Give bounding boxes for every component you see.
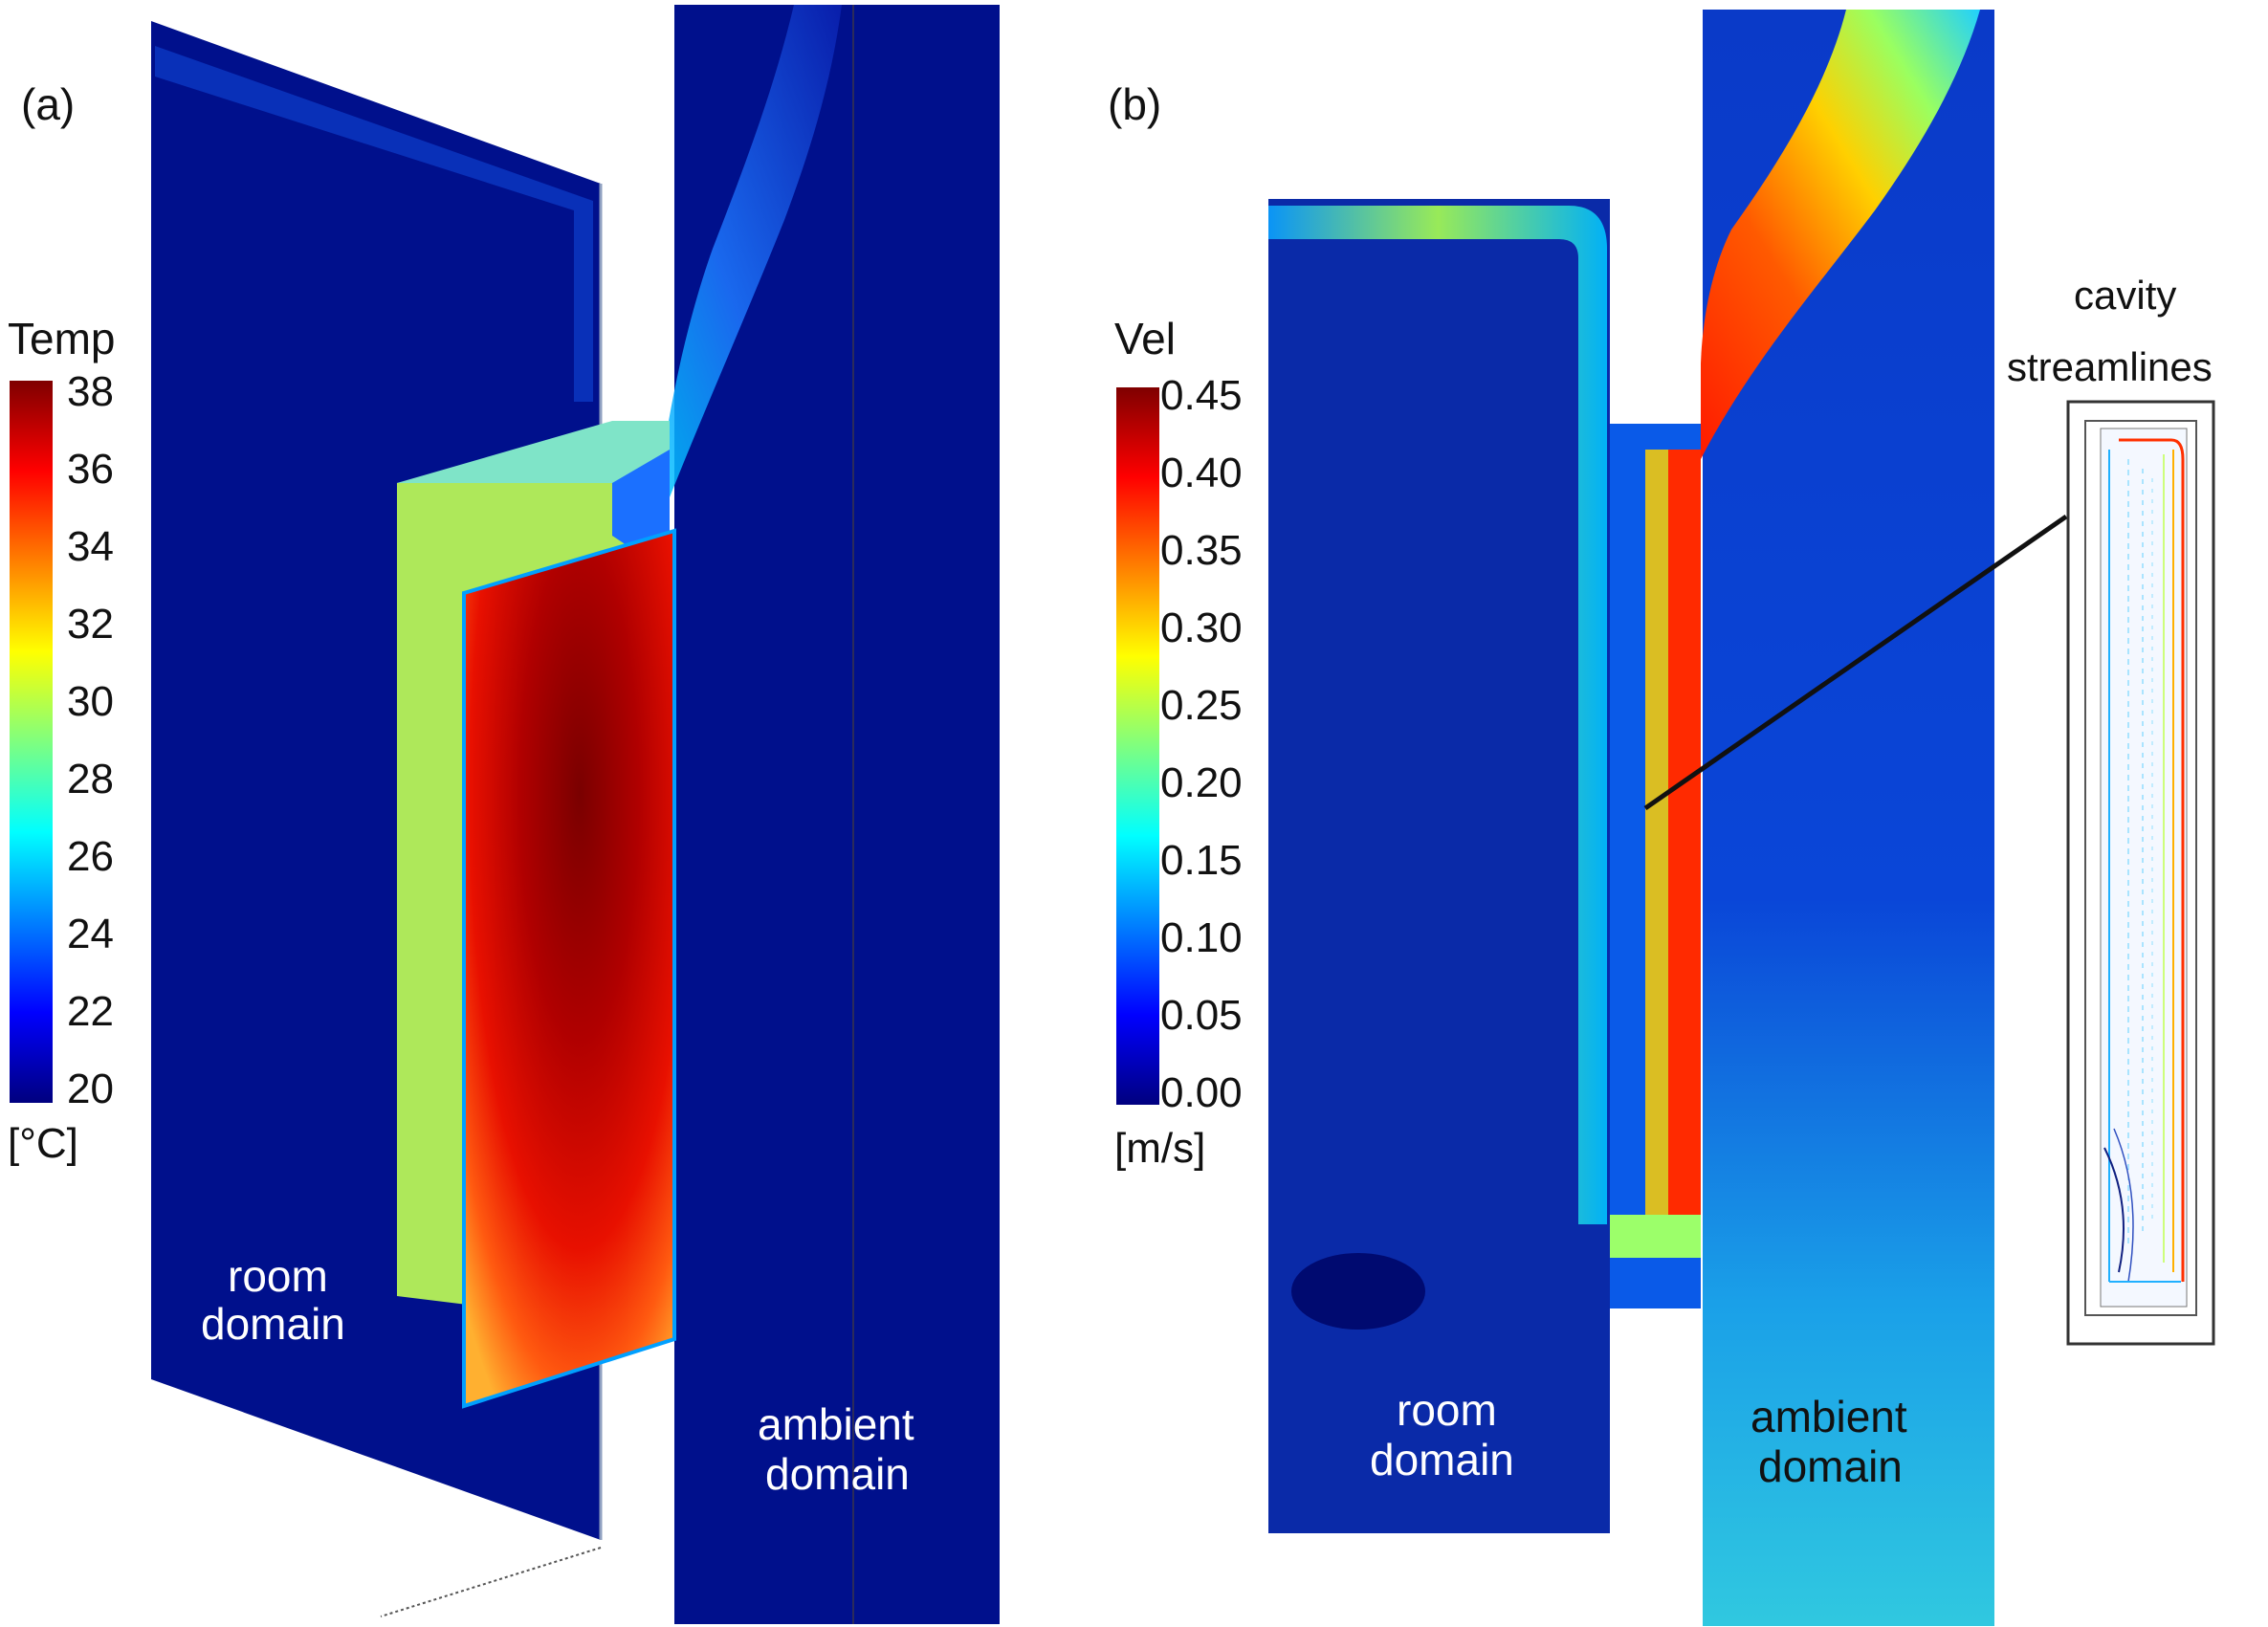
room-plane-warm-band (155, 46, 593, 402)
room-plane-floor-edge (380, 1547, 602, 1617)
velocity-plume (1701, 10, 1980, 459)
streamlines-inset (2066, 400, 2215, 1346)
ambient-domain-label-a: ambient domain (758, 1399, 926, 1499)
temp-tick: 28 (67, 756, 114, 803)
cavity-bottom-flow (1610, 1215, 1701, 1258)
temp-colorbar-ticks: 38 36 34 32 30 28 26 24 22 20 (67, 368, 114, 1112)
panel-b: (b) Vel 0.45 0.40 0.35 0.30 0.25 0.20 0.… (1108, 10, 2215, 1626)
temp-colorbar (10, 381, 53, 1103)
vel-colorbar (1116, 387, 1159, 1105)
room-domain-label-line: domain (201, 1299, 345, 1349)
temp-tick: 22 (67, 988, 114, 1035)
vel-colorbar-unit: [m/s] (1114, 1125, 1205, 1172)
vel-tick: 0.40 (1160, 450, 1243, 496)
temp-tick: 32 (67, 601, 114, 648)
vel-tick: 0.20 (1160, 759, 1243, 806)
vel-tick: 0.45 (1160, 372, 1243, 419)
cavity-mid-layer (1645, 450, 1668, 1253)
room-domain-label-line: room (228, 1251, 328, 1301)
ambient-domain-label-line: domain (1758, 1441, 1903, 1491)
temp-colorbar-title: Temp (8, 314, 115, 363)
vel-tick: 0.30 (1160, 605, 1243, 651)
temp-tick: 34 (67, 523, 114, 570)
vel-tick: 0.25 (1160, 682, 1243, 729)
room-domain-label-b: room domain (1370, 1385, 1514, 1484)
ambient-domain-label-line: domain (765, 1449, 910, 1499)
temp-tick: 36 (67, 446, 114, 493)
ambient-domain-label-b: ambient domain (1751, 1392, 1919, 1491)
temp-tick: 30 (67, 678, 114, 725)
ambient-domain-label-line: ambient (1751, 1392, 1907, 1441)
vel-tick: 0.15 (1160, 837, 1243, 884)
window-frame-top (397, 421, 670, 483)
vel-colorbar-ticks: 0.45 0.40 0.35 0.30 0.25 0.20 0.15 0.10 … (1160, 372, 1243, 1116)
temp-colorbar-unit: [°C] (8, 1120, 78, 1167)
temp-tick: 24 (67, 911, 114, 957)
inset-leader-line (1643, 514, 2068, 811)
panel-a: (a) Temp 38 36 34 32 30 28 26 24 22 (8, 5, 1000, 1624)
temp-tick: 38 (67, 368, 114, 415)
temp-tick: 20 (67, 1066, 114, 1112)
vel-tick: 0.00 (1160, 1069, 1243, 1116)
room-domain-label-a: room domain (201, 1251, 345, 1349)
inset-label: cavity streamlines (2007, 273, 2213, 389)
inset-label-line: cavity (2074, 273, 2176, 318)
ambient-domain-label-line: ambient (758, 1399, 914, 1449)
cavity-fast-layer (1668, 450, 1701, 1253)
room-domain-label-line: room (1397, 1385, 1497, 1435)
temperature-plume (660, 5, 842, 497)
vel-tick: 0.10 (1160, 914, 1243, 961)
room-low-velocity-spot (1291, 1253, 1425, 1330)
temp-tick: 26 (67, 833, 114, 880)
room-domain-velocity (1268, 199, 1610, 1533)
panel-a-label: (a) (21, 79, 75, 129)
hot-glass-plate (462, 528, 676, 1409)
vel-tick: 0.35 (1160, 527, 1243, 574)
panel-b-label: (b) (1108, 79, 1161, 129)
vel-colorbar-title: Vel (1114, 314, 1176, 363)
vel-tick: 0.05 (1160, 992, 1243, 1039)
inset-label-line: streamlines (2007, 344, 2213, 389)
room-domain-label-line: domain (1370, 1435, 1514, 1484)
